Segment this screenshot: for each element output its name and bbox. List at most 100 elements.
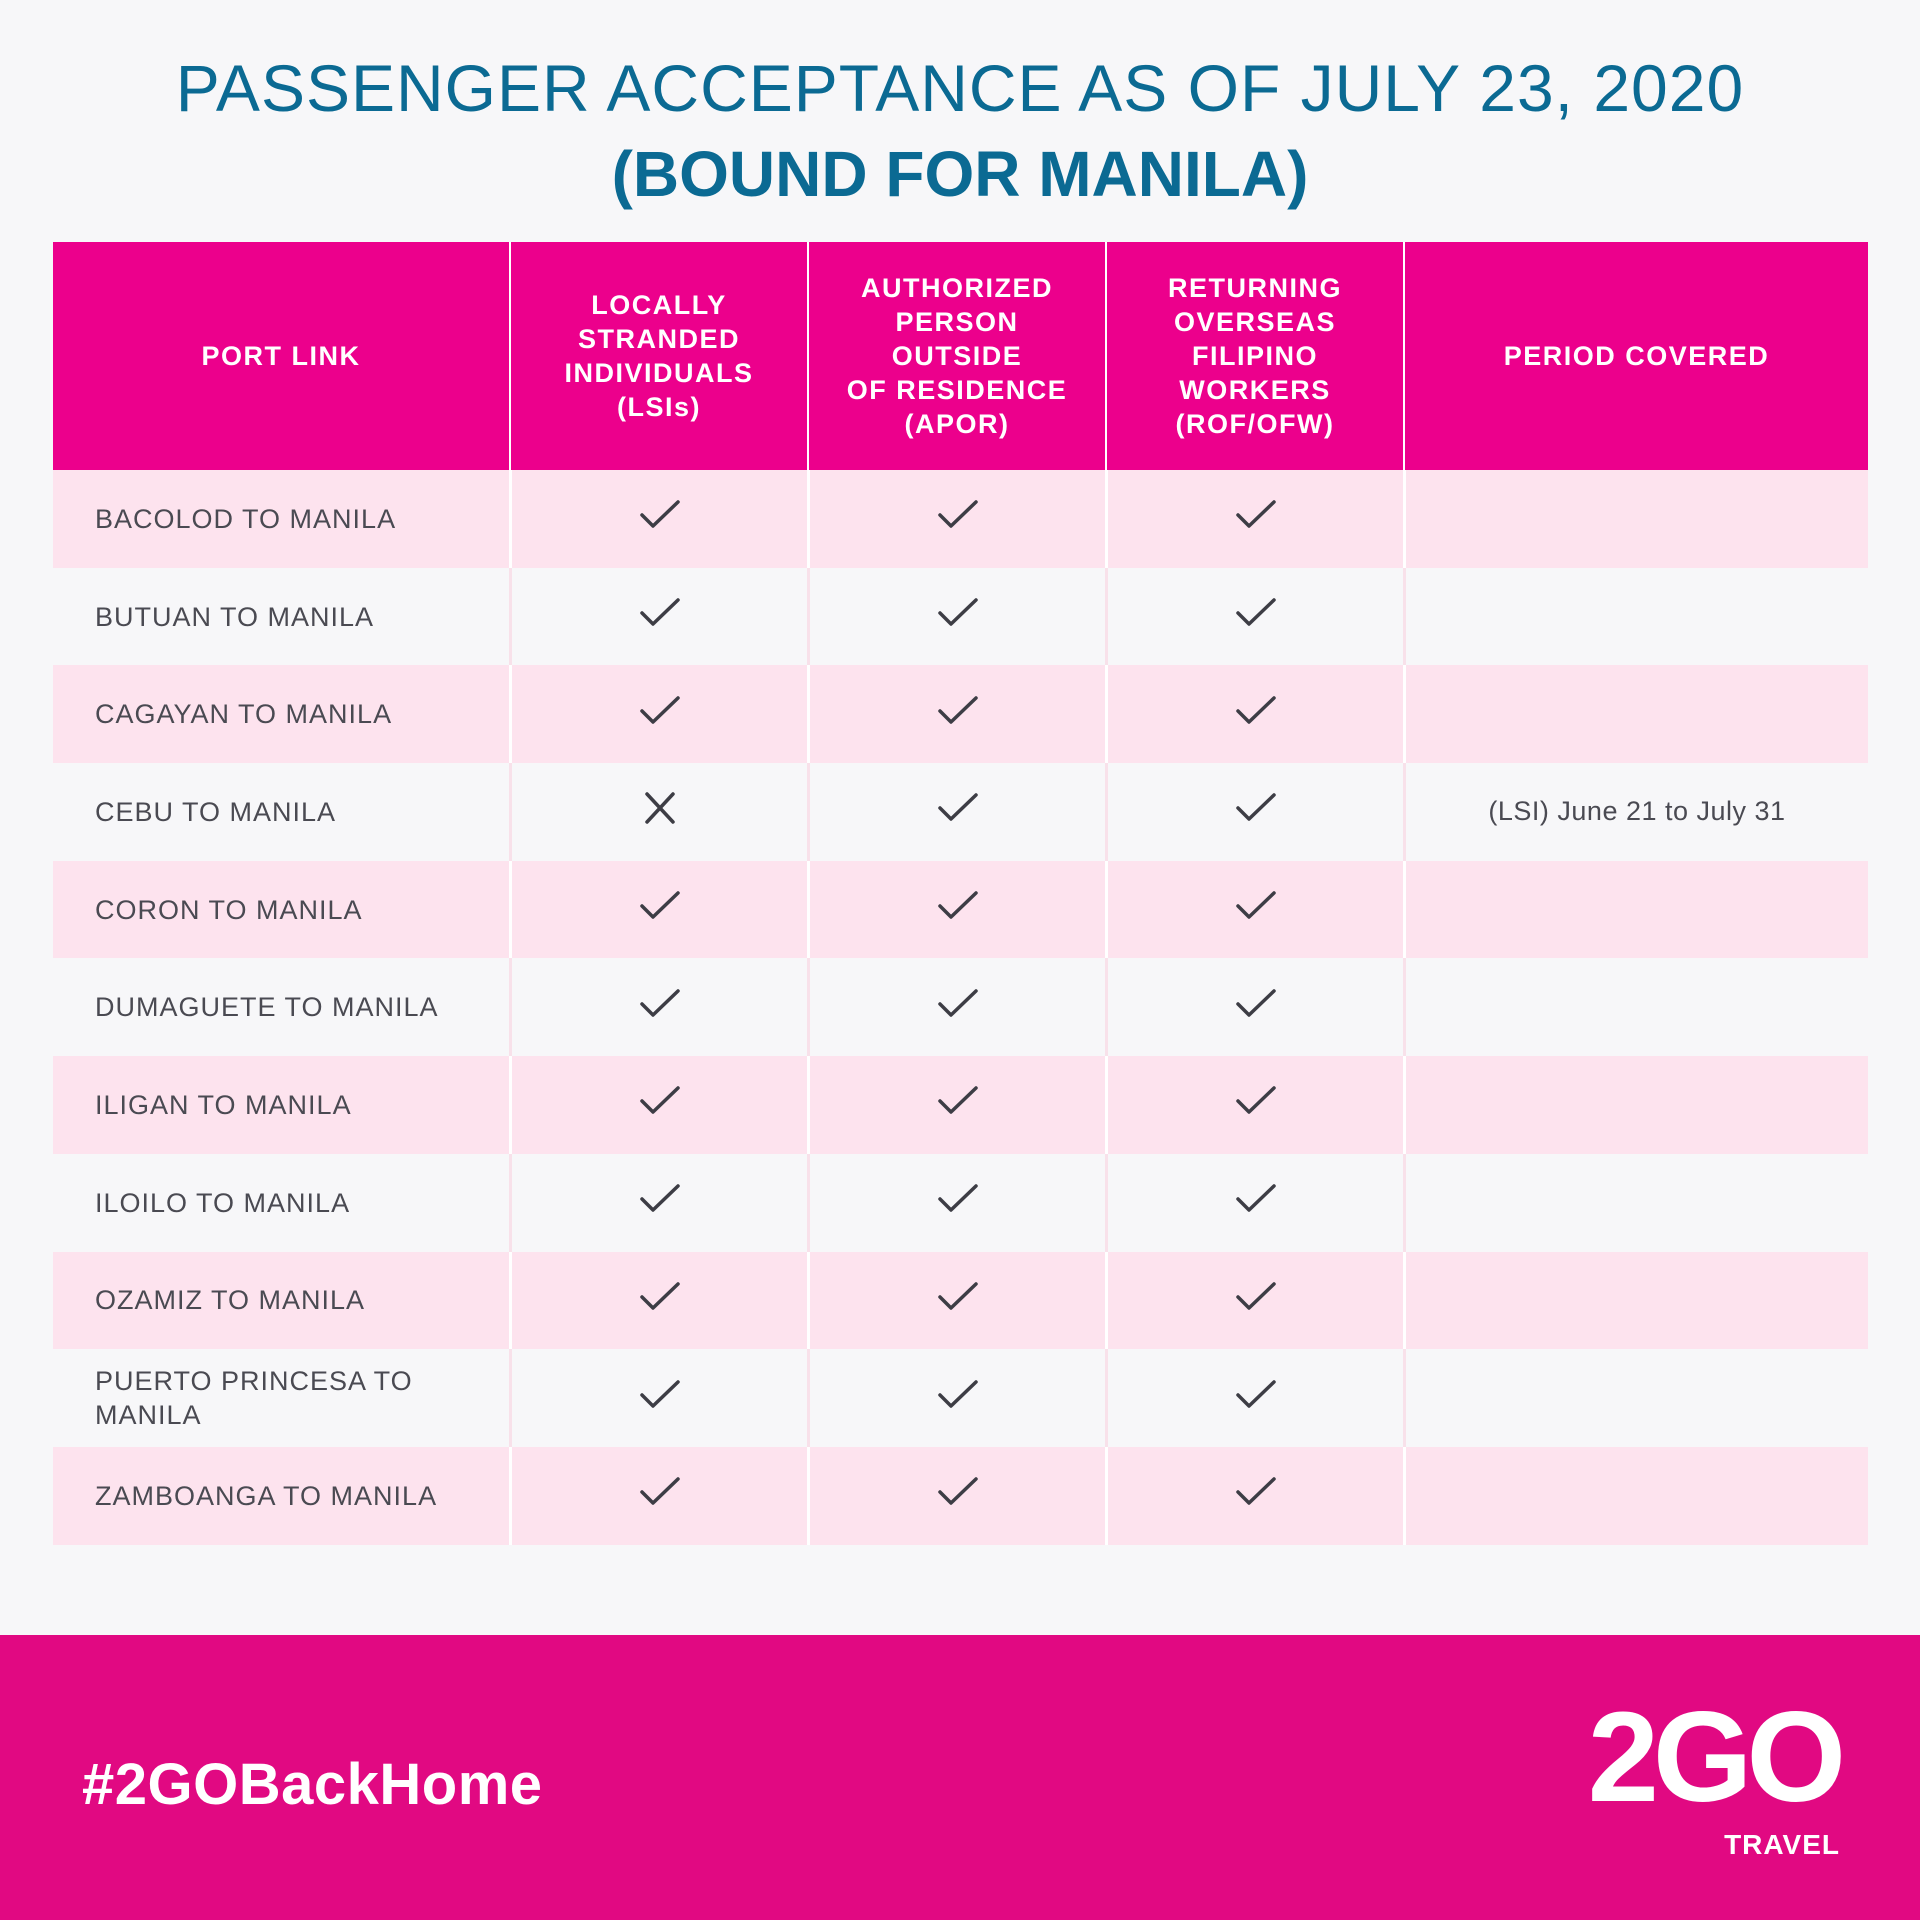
rof-cell (1105, 567, 1403, 666)
lsi-cell (509, 1446, 807, 1545)
footer-banner: #2GOBackHome 2GO TRAVEL (0, 1635, 1920, 1920)
check-icon (936, 595, 980, 638)
header-lsi: LOCALLY STRANDED INDIVIDUALS (LSIs) (509, 242, 807, 470)
apor-cell (807, 1251, 1105, 1350)
lsi-cell (509, 470, 807, 568)
check-icon (936, 790, 980, 833)
check-icon (936, 888, 980, 931)
apor-cell (807, 470, 1105, 568)
table-row: DUMAGUETE TO MANILA (53, 958, 1868, 1057)
apor-cell (807, 1056, 1105, 1154)
title-line-2: (BOUND FOR MANILA) (611, 138, 1309, 210)
period-cell (1403, 470, 1868, 568)
check-icon (936, 1474, 980, 1517)
check-icon (1234, 790, 1278, 833)
apor-cell (807, 860, 1105, 959)
period-cell (1403, 665, 1868, 764)
table-row: BUTUAN TO MANILA (53, 567, 1868, 666)
port-link-cell: CEBU TO MANILA (95, 796, 337, 827)
check-icon (1234, 986, 1278, 1029)
rof-cell (1105, 1251, 1403, 1350)
table-row: BACOLOD TO MANILA (53, 470, 1868, 568)
port-link-cell: BUTUAN TO MANILA (95, 601, 375, 632)
check-icon (638, 595, 682, 638)
period-cell (1403, 567, 1868, 666)
header-period: PERIOD COVERED (1403, 242, 1868, 470)
table-row: CAGAYAN TO MANILA (53, 665, 1868, 764)
lsi-cell (509, 860, 807, 959)
check-icon (638, 888, 682, 931)
header-apor: AUTHORIZED PERSON OUTSIDE OF RESIDENCE (… (807, 242, 1105, 470)
period-cell (1403, 1153, 1868, 1252)
check-icon (936, 1083, 980, 1126)
port-link-cell: PUERTO PRINCESA TO MANILA (95, 1366, 413, 1431)
rof-cell (1105, 470, 1403, 568)
lsi-cell (509, 1056, 807, 1154)
check-icon (1234, 1083, 1278, 1126)
acceptance-table: PORT LINK LOCALLY STRANDED INDIVIDUALS (… (53, 242, 1868, 1545)
table-header: PORT LINK LOCALLY STRANDED INDIVIDUALS (… (53, 242, 1868, 470)
lsi-cell (509, 958, 807, 1057)
cross-icon (638, 790, 682, 833)
rof-cell (1105, 1153, 1403, 1252)
rof-cell (1105, 958, 1403, 1057)
check-icon (936, 1279, 980, 1322)
check-icon (638, 1474, 682, 1517)
header-rof: RETURNING OVERSEAS FILIPINO WORKERS (ROF… (1105, 242, 1403, 470)
table-row: ZAMBOANGA TO MANILA (53, 1446, 1868, 1545)
apor-cell (807, 763, 1105, 861)
port-link-cell: DUMAGUETE TO MANILA (95, 992, 439, 1023)
check-icon (1234, 1181, 1278, 1224)
check-icon (1234, 888, 1278, 931)
check-icon (1234, 1279, 1278, 1322)
check-icon (1234, 497, 1278, 540)
check-icon (936, 986, 980, 1029)
period-cell (1403, 958, 1868, 1057)
hashtag: #2GOBackHome (82, 1752, 543, 1817)
rof-cell (1105, 1349, 1403, 1447)
apor-cell (807, 958, 1105, 1057)
check-icon (638, 986, 682, 1029)
check-icon (1234, 1474, 1278, 1517)
lsi-cell (509, 665, 807, 764)
rof-cell (1105, 763, 1403, 861)
port-link-cell: ILIGAN TO MANILA (95, 1089, 352, 1120)
table-row: ILOILO TO MANILA (53, 1153, 1868, 1252)
lsi-cell (509, 1251, 807, 1350)
lsi-cell (509, 567, 807, 666)
port-link-cell: ZAMBOANGA TO MANILA (95, 1480, 438, 1511)
period-cell (1403, 860, 1868, 959)
rof-cell (1105, 860, 1403, 959)
check-icon (638, 693, 682, 736)
table-row: ILIGAN TO MANILA (53, 1056, 1868, 1154)
period-cell (1403, 1349, 1868, 1447)
check-icon (638, 1083, 682, 1126)
period-cell (1403, 1446, 1868, 1545)
port-link-cell: BACOLOD TO MANILA (95, 503, 397, 534)
check-icon (936, 693, 980, 736)
check-icon (936, 1377, 980, 1420)
port-link-cell: CORON TO MANILA (95, 894, 363, 925)
period-cell (1403, 1251, 1868, 1350)
check-icon (1234, 693, 1278, 736)
check-icon (638, 497, 682, 540)
lsi-cell (509, 763, 807, 861)
rof-cell (1105, 1446, 1403, 1545)
period-cell: (LSI) June 21 to July 31 (1403, 763, 1868, 861)
rof-cell (1105, 665, 1403, 764)
check-icon (638, 1377, 682, 1420)
check-icon (936, 497, 980, 540)
logo-text: 2GO (1587, 1686, 1846, 1829)
apor-cell (807, 567, 1105, 666)
check-icon (1234, 595, 1278, 638)
rof-cell (1105, 1056, 1403, 1154)
check-icon (936, 1181, 980, 1224)
check-icon (638, 1279, 682, 1322)
page-title: PASSENGER ACCEPTANCE AS OF JULY 23, 2020… (0, 48, 1920, 216)
check-icon (638, 1181, 682, 1224)
table-row: CEBU TO MANILA (LSI) June 21 to July 31 (53, 763, 1868, 861)
brand-logo: 2GO TRAVEL (1520, 1686, 1846, 1873)
table-row: PUERTO PRINCESA TO MANILA (53, 1349, 1868, 1447)
table-body: BACOLOD TO MANILA BUTUAN TO MANILA CAGAYAN… (53, 470, 1868, 1545)
period-cell (1403, 1056, 1868, 1154)
